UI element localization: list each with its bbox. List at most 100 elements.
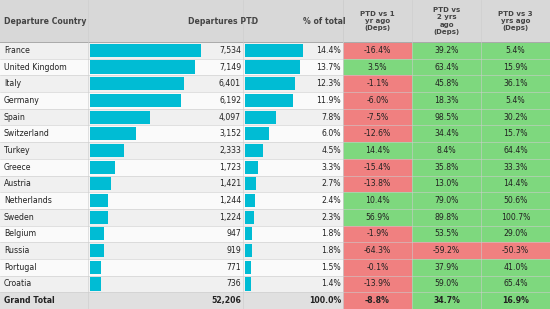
Bar — [0, 292, 343, 309]
Bar — [481, 109, 550, 125]
Text: 14.4%: 14.4% — [316, 46, 341, 55]
Text: 6,192: 6,192 — [219, 96, 241, 105]
Text: Portugal: Portugal — [4, 263, 36, 272]
Bar — [245, 261, 251, 274]
Text: Austria: Austria — [4, 179, 32, 188]
Text: 56.9%: 56.9% — [365, 213, 390, 222]
Bar — [0, 209, 343, 226]
Text: PTD vs 1
yr ago
(Deps): PTD vs 1 yr ago (Deps) — [360, 11, 395, 31]
Text: 35.8%: 35.8% — [434, 163, 459, 172]
Text: 50.6%: 50.6% — [503, 196, 527, 205]
Text: 919: 919 — [226, 246, 241, 255]
Bar — [90, 144, 124, 157]
Text: 4,097: 4,097 — [219, 112, 241, 122]
Text: 7,149: 7,149 — [219, 62, 241, 71]
Bar — [343, 109, 412, 125]
Text: 36.1%: 36.1% — [503, 79, 528, 88]
Bar — [90, 177, 111, 190]
Bar — [343, 276, 412, 292]
Text: 14.4%: 14.4% — [365, 146, 390, 155]
Text: United Kingdom: United Kingdom — [4, 62, 67, 71]
Bar — [245, 111, 277, 124]
Text: 1.5%: 1.5% — [321, 263, 341, 272]
Bar — [90, 261, 101, 274]
Bar — [0, 109, 343, 125]
Bar — [481, 276, 550, 292]
Text: 59.0%: 59.0% — [434, 279, 459, 289]
Text: Netherlands: Netherlands — [4, 196, 52, 205]
Bar — [343, 92, 412, 109]
Bar — [412, 59, 481, 75]
Bar — [90, 44, 201, 57]
Bar — [245, 94, 293, 107]
Bar — [343, 292, 412, 309]
Text: 53.5%: 53.5% — [434, 229, 459, 239]
Text: Departure Country: Departure Country — [4, 16, 86, 26]
Text: 30.2%: 30.2% — [503, 112, 527, 122]
Bar — [412, 292, 481, 309]
Bar — [90, 77, 184, 90]
Bar — [0, 259, 343, 276]
Bar — [90, 211, 108, 224]
Text: 12.3%: 12.3% — [316, 79, 341, 88]
Bar — [481, 192, 550, 209]
Text: 64.4%: 64.4% — [503, 146, 528, 155]
Bar — [0, 226, 343, 242]
Bar — [481, 142, 550, 159]
Bar — [90, 94, 182, 107]
Text: -1.9%: -1.9% — [366, 229, 389, 239]
Text: 6.0%: 6.0% — [322, 129, 341, 138]
Bar — [412, 176, 481, 192]
Bar — [0, 276, 343, 292]
Text: 65.4%: 65.4% — [503, 279, 528, 289]
Text: 3.3%: 3.3% — [322, 163, 341, 172]
Text: 1,421: 1,421 — [219, 179, 241, 188]
Text: Spain: Spain — [4, 112, 26, 122]
Bar — [0, 176, 343, 192]
Text: 13.0%: 13.0% — [434, 179, 459, 188]
Bar — [343, 159, 412, 176]
Bar — [412, 259, 481, 276]
Bar — [481, 242, 550, 259]
Text: 2.3%: 2.3% — [322, 213, 341, 222]
Text: 1,224: 1,224 — [219, 213, 241, 222]
Bar — [481, 125, 550, 142]
Text: Belgium: Belgium — [4, 229, 36, 239]
Bar — [343, 226, 412, 242]
Bar — [0, 159, 343, 176]
Bar — [343, 125, 412, 142]
Text: 18.3%: 18.3% — [434, 96, 459, 105]
Bar — [0, 42, 343, 59]
Bar — [481, 92, 550, 109]
Bar — [245, 144, 263, 157]
Text: 13.7%: 13.7% — [316, 62, 341, 71]
Bar — [245, 211, 254, 224]
Bar — [0, 75, 343, 92]
Text: 5.4%: 5.4% — [505, 96, 525, 105]
Text: -64.3%: -64.3% — [364, 246, 391, 255]
Bar — [343, 209, 412, 226]
Bar — [245, 177, 256, 190]
Bar — [412, 242, 481, 259]
Bar — [343, 259, 412, 276]
Text: 2,333: 2,333 — [219, 146, 241, 155]
Text: -0.1%: -0.1% — [366, 263, 389, 272]
Text: 39.2%: 39.2% — [434, 46, 459, 55]
Text: 1,723: 1,723 — [219, 163, 241, 172]
Text: Russia: Russia — [4, 246, 29, 255]
Bar — [90, 61, 195, 74]
Text: -6.0%: -6.0% — [366, 96, 389, 105]
Bar — [412, 276, 481, 292]
Bar — [245, 77, 295, 90]
Text: 5.4%: 5.4% — [505, 46, 525, 55]
Bar — [412, 209, 481, 226]
Text: -50.3%: -50.3% — [502, 246, 529, 255]
Text: 15.9%: 15.9% — [503, 62, 528, 71]
Text: PTD vs
2 yrs
ago
(Deps): PTD vs 2 yrs ago (Deps) — [433, 7, 460, 35]
Text: -59.2%: -59.2% — [433, 246, 460, 255]
Bar — [0, 242, 343, 259]
Text: 1,244: 1,244 — [219, 196, 241, 205]
Text: 63.4%: 63.4% — [434, 62, 459, 71]
Bar — [90, 127, 136, 140]
Text: 37.9%: 37.9% — [434, 263, 459, 272]
